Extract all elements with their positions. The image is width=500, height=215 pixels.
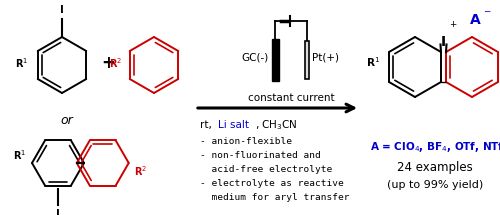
- Text: - non-fluorinated and: - non-fluorinated and: [200, 152, 321, 161]
- Text: Li salt: Li salt: [218, 120, 249, 130]
- Text: I: I: [441, 34, 446, 49]
- Text: acid-free electrolyte: acid-free electrolyte: [200, 166, 332, 175]
- Text: A = ClO$_4$, BF$_4$, OTf, NTf$_2$,: A = ClO$_4$, BF$_4$, OTf, NTf$_2$,: [370, 140, 500, 154]
- Text: $^-$: $^-$: [482, 8, 492, 21]
- Text: R$^1$: R$^1$: [13, 148, 26, 162]
- Text: , CH$_3$CN: , CH$_3$CN: [255, 118, 298, 132]
- Text: (up to 99% yield): (up to 99% yield): [387, 180, 483, 190]
- Text: - anion-flexible: - anion-flexible: [200, 138, 292, 146]
- Text: A: A: [470, 14, 481, 28]
- Text: I: I: [60, 5, 64, 15]
- Text: - electrolyte as reactive: - electrolyte as reactive: [200, 180, 344, 189]
- Text: Pt(+): Pt(+): [312, 52, 339, 62]
- Text: R$^2$: R$^2$: [109, 56, 122, 70]
- Bar: [305, 41, 309, 79]
- Text: constant current: constant current: [248, 93, 334, 103]
- Text: R$^1$: R$^1$: [366, 55, 380, 69]
- Bar: [272, 39, 278, 81]
- Text: 24 examples: 24 examples: [397, 161, 473, 174]
- Text: $^+$: $^+$: [448, 20, 458, 33]
- Text: R$^2$: R$^2$: [134, 164, 147, 178]
- Text: rt,: rt,: [200, 120, 215, 130]
- Text: or: or: [60, 114, 74, 126]
- Text: R$^1$: R$^1$: [15, 56, 28, 70]
- Text: GC(-): GC(-): [241, 52, 268, 62]
- Text: medium for aryl transfer: medium for aryl transfer: [200, 194, 350, 203]
- Text: I: I: [56, 209, 60, 215]
- Text: +: +: [101, 54, 115, 72]
